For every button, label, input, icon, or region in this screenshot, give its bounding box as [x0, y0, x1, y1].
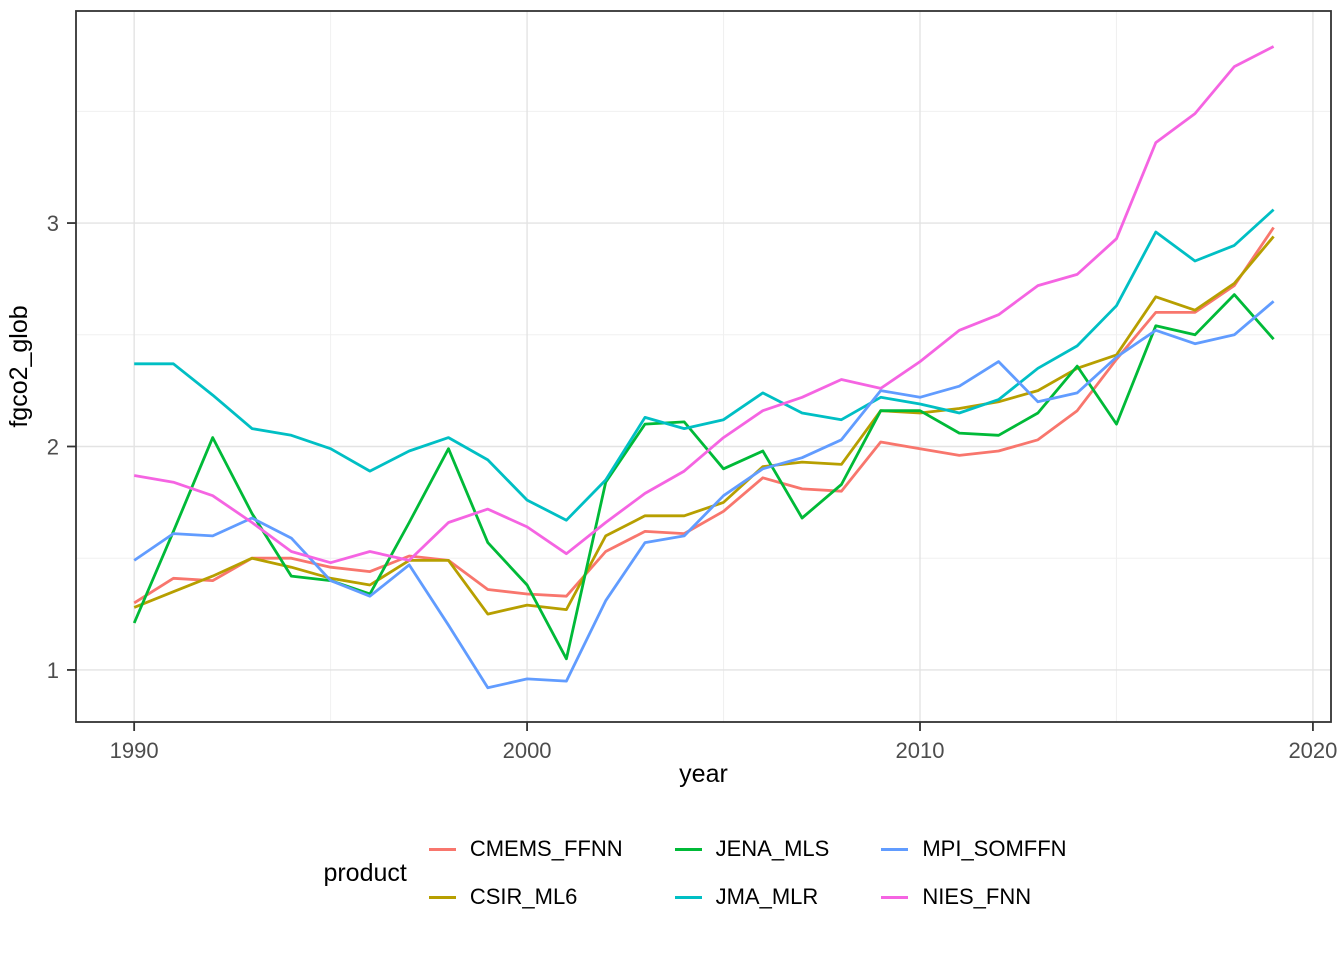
line-chart: 1990 2000 2010 2020 1 2 3 year fgco2_glob: [5, 10, 1337, 788]
panel-background: [76, 11, 1331, 722]
x-tick-label: 2010: [896, 738, 945, 763]
x-axis-title: year: [679, 760, 728, 788]
legend-key-line-icon: [881, 847, 909, 851]
axes: 1990 2000 2010 2020 1 2 3 year fgco2_glob: [5, 211, 1337, 788]
legend-grid: CMEMS_FFNN JENA_MLS MPI_SOMFFN CSIR_ML6 JMA_…: [428, 836, 1067, 910]
y-axis-title: fgco2_glob: [5, 305, 33, 427]
legend-label: JMA_MLR: [715, 884, 819, 909]
legend-entry-JENA_MLS: JENA_MLS: [674, 836, 830, 862]
y-tick-label: 3: [47, 211, 59, 236]
legend-key-line-icon: [428, 895, 456, 899]
legend-key-line-icon: [881, 895, 909, 899]
series-line-MPI_SOMFFN: [133, 300, 1275, 690]
legend-entry-CMEMS_FFNN: CMEMS_FFNN: [428, 836, 623, 862]
legend-key-line-icon: [674, 847, 702, 851]
legend-label: CMEMS_FFNN: [469, 836, 623, 861]
series-line-NIES_FNN: [133, 45, 1275, 565]
legend-entry-JMA_MLR: JMA_MLR: [674, 884, 830, 910]
series-lines: [132, 45, 1275, 690]
legend-entry-NIES_FNN: NIES_FNN: [881, 884, 1066, 910]
legend-title: product: [323, 858, 407, 887]
legend-key-line-icon: [428, 847, 456, 851]
legend-label: JENA_MLS: [715, 836, 830, 861]
x-tick-label: 1990: [110, 738, 159, 763]
series-line-CMEMS_FFNN: [133, 226, 1275, 605]
y-tick-label: 2: [47, 434, 59, 459]
legend: product CMEMS_FFNN JENA_MLS MPI_SOMFFN CSIR…: [0, 836, 1344, 910]
legend-label: CSIR_ML6: [469, 884, 578, 909]
legend-entry-MPI_SOMFFN: MPI_SOMFFN: [881, 836, 1067, 862]
series-line-CSIR_ML6: [133, 235, 1275, 616]
legend-label: MPI_SOMFFN: [922, 836, 1067, 861]
legend-entry-CSIR_ML6: CSIR_ML6: [428, 884, 623, 910]
series-line-JENA_MLS: [132, 293, 1275, 661]
y-tick-label: 1: [47, 658, 59, 683]
x-tick-label: 2000: [503, 738, 552, 763]
series-line-JMA_MLR: [134, 208, 1275, 522]
x-tick-label: 2020: [1288, 738, 1337, 763]
legend-label: NIES_FNN: [922, 884, 1032, 909]
legend-key-line-icon: [674, 895, 702, 899]
panel-border: [75, 10, 1332, 723]
